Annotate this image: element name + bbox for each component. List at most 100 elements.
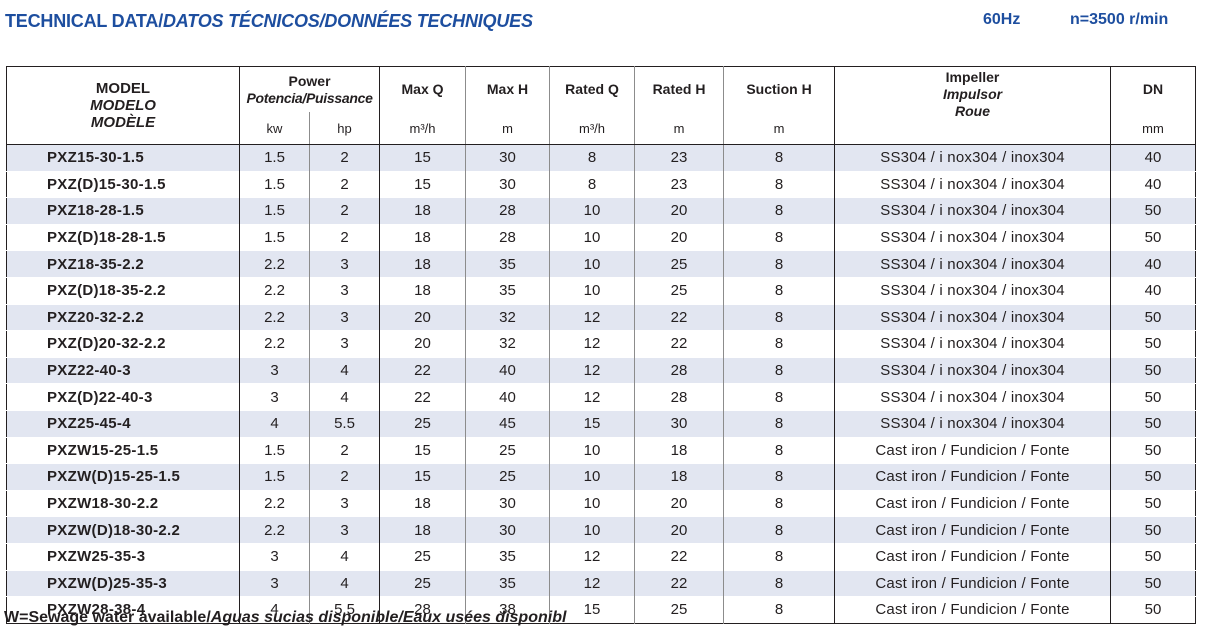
cell-max-q: 18 xyxy=(379,250,466,278)
page-title: TECHNICAL DATA/DATOS TÉCNICOS/DONNÉES TE… xyxy=(5,11,533,32)
cell-dn: 40 xyxy=(1110,250,1196,278)
header-unit-suction-h: m xyxy=(723,112,835,145)
cell-model: PXZ25-45-4 xyxy=(6,409,240,438)
cell-rated-q: 15 xyxy=(549,596,635,624)
cell-rated-q: 15 xyxy=(549,409,635,438)
cell-power-hp: 3 xyxy=(308,303,380,331)
cell-max-h: 30 xyxy=(465,144,550,172)
cell-rated-h: 28 xyxy=(634,383,724,411)
cell-power-kw: 1.5 xyxy=(239,144,310,172)
cell-power-hp: 2 xyxy=(308,463,380,491)
header-unit-rated-q: m³/h xyxy=(549,112,635,145)
cell-model: PXZ(D)15-30-1.5 xyxy=(6,170,240,198)
cell-impeller: Cast iron / Fundicion / Fonte xyxy=(834,489,1111,517)
table-row: PXZ18-35-2.2 2.2 3 18 35 10 25 8 SS304 / i nox30… xyxy=(6,250,1196,278)
cell-power-kw: 3 xyxy=(239,542,310,570)
cell-rated-q: 10 xyxy=(549,276,635,305)
cell-dn: 50 xyxy=(1110,223,1196,251)
cell-power-kw: 3 xyxy=(239,383,310,411)
cell-rated-q: 10 xyxy=(549,436,635,464)
cell-max-q: 18 xyxy=(379,276,466,305)
cell-rated-q: 10 xyxy=(549,197,635,225)
cell-max-h: 28 xyxy=(465,197,550,225)
title-italic: DATOS TÉCNICOS/DONNÉES TECHNIQUES xyxy=(163,11,533,31)
cell-max-h: 25 xyxy=(465,436,550,464)
cell-max-q: 15 xyxy=(379,144,466,172)
cell-dn: 50 xyxy=(1110,596,1196,624)
table-row: PXZ15-30-1.5 1.5 2 15 30 8 23 8 SS304 / i nox304… xyxy=(6,144,1196,172)
cell-power-hp: 2 xyxy=(308,170,380,198)
table-row: PXZW(D)15-25-1.5 1.5 2 15 25 10 18 8 Cast iron /… xyxy=(6,463,1196,491)
cell-model: PXZ22-40-3 xyxy=(6,356,240,384)
cell-impeller: SS304 / i nox304 / inox304 xyxy=(834,144,1111,172)
title-main: TECHNICAL DATA/ xyxy=(5,11,163,31)
cell-dn: 50 xyxy=(1110,436,1196,464)
cell-model: PXZW18-30-2.2 xyxy=(6,489,240,517)
cell-rated-h: 20 xyxy=(634,489,724,517)
cell-max-q: 18 xyxy=(379,223,466,251)
header-impeller-fr: Roue xyxy=(955,103,991,119)
cell-suction-h: 8 xyxy=(723,596,835,624)
cell-rated-h: 20 xyxy=(634,197,724,225)
cell-impeller: Cast iron / Fundicion / Fonte xyxy=(834,569,1111,597)
cell-suction-h: 8 xyxy=(723,409,835,438)
cell-rated-h: 25 xyxy=(634,250,724,278)
cell-dn: 40 xyxy=(1110,144,1196,172)
header-dn: DN xyxy=(1110,66,1196,112)
cell-impeller: SS304 / i nox304 / inox304 xyxy=(834,303,1111,331)
cell-power-hp: 3 xyxy=(308,330,380,358)
cell-max-q: 15 xyxy=(379,170,466,198)
cell-dn: 40 xyxy=(1110,276,1196,305)
cell-impeller: SS304 / i nox304 / inox304 xyxy=(834,276,1111,305)
cell-model: PXZ18-35-2.2 xyxy=(6,250,240,278)
cell-suction-h: 8 xyxy=(723,170,835,198)
cell-max-q: 28 xyxy=(379,596,466,624)
cell-dn: 40 xyxy=(1110,170,1196,198)
cell-power-kw: 3 xyxy=(239,569,310,597)
header-impeller: Impeller Impulsor Roue xyxy=(834,66,1111,145)
header-unit-max-h: m xyxy=(465,112,550,145)
cell-suction-h: 8 xyxy=(723,542,835,570)
cell-impeller: Cast iron / Fundicion / Fonte xyxy=(834,596,1111,624)
cell-max-h: 45 xyxy=(465,409,550,438)
cell-suction-h: 8 xyxy=(723,356,835,384)
cell-power-hp: 3 xyxy=(308,276,380,305)
cell-dn: 50 xyxy=(1110,303,1196,331)
cell-power-hp: 3 xyxy=(308,516,380,544)
cell-rated-h: 18 xyxy=(634,436,724,464)
cell-power-hp: 4 xyxy=(308,356,380,384)
cell-model: PXZW(D)18-30-2.2 xyxy=(6,516,240,544)
cell-max-q: 22 xyxy=(379,356,466,384)
cell-rated-h: 18 xyxy=(634,463,724,491)
header-impeller-en: Impeller xyxy=(945,69,1000,85)
frequency-label: 60Hz xyxy=(983,11,1021,28)
cell-rated-h: 30 xyxy=(634,409,724,438)
cell-power-hp: 4 xyxy=(308,383,380,411)
cell-rated-q: 10 xyxy=(549,223,635,251)
cell-power-kw: 1.5 xyxy=(239,436,310,464)
cell-max-h: 40 xyxy=(465,383,550,411)
cell-power-kw: 1.5 xyxy=(239,170,310,198)
table-row: PXZ22-40-3 3 4 22 40 12 28 8 SS304 / i nox304 / … xyxy=(6,356,1196,384)
cell-model: PXZW28-38-4 xyxy=(6,596,240,624)
table-row: PXZW(D)18-30-2.2 2.2 3 18 30 10 20 8 Cast iron /… xyxy=(6,516,1196,544)
cell-rated-q: 12 xyxy=(549,569,635,597)
table-row: PXZ(D)15-30-1.5 1.5 2 15 30 8 23 8 SS304 / i nox… xyxy=(6,170,1196,198)
cell-impeller: SS304 / i nox304 / inox304 xyxy=(834,170,1111,198)
cell-rated-q: 10 xyxy=(549,250,635,278)
cell-max-h: 28 xyxy=(465,223,550,251)
cell-rated-h: 22 xyxy=(634,569,724,597)
cell-power-hp: 3 xyxy=(308,250,380,278)
cell-suction-h: 8 xyxy=(723,276,835,305)
cell-power-kw: 2.2 xyxy=(239,250,310,278)
cell-rated-h: 25 xyxy=(634,596,724,624)
cell-model: PXZW(D)25-35-3 xyxy=(6,569,240,597)
cell-dn: 50 xyxy=(1110,197,1196,225)
header-model-es: MODELO xyxy=(90,97,156,114)
cell-max-h: 35 xyxy=(465,250,550,278)
footer-note-main: W=Sewage water available/ xyxy=(4,609,211,626)
cell-model: PXZW15-25-1.5 xyxy=(6,436,240,464)
cell-max-q: 20 xyxy=(379,330,466,358)
header-power-es-fr: Potencia/Puissance xyxy=(246,89,373,106)
cell-power-kw: 4 xyxy=(239,596,310,624)
